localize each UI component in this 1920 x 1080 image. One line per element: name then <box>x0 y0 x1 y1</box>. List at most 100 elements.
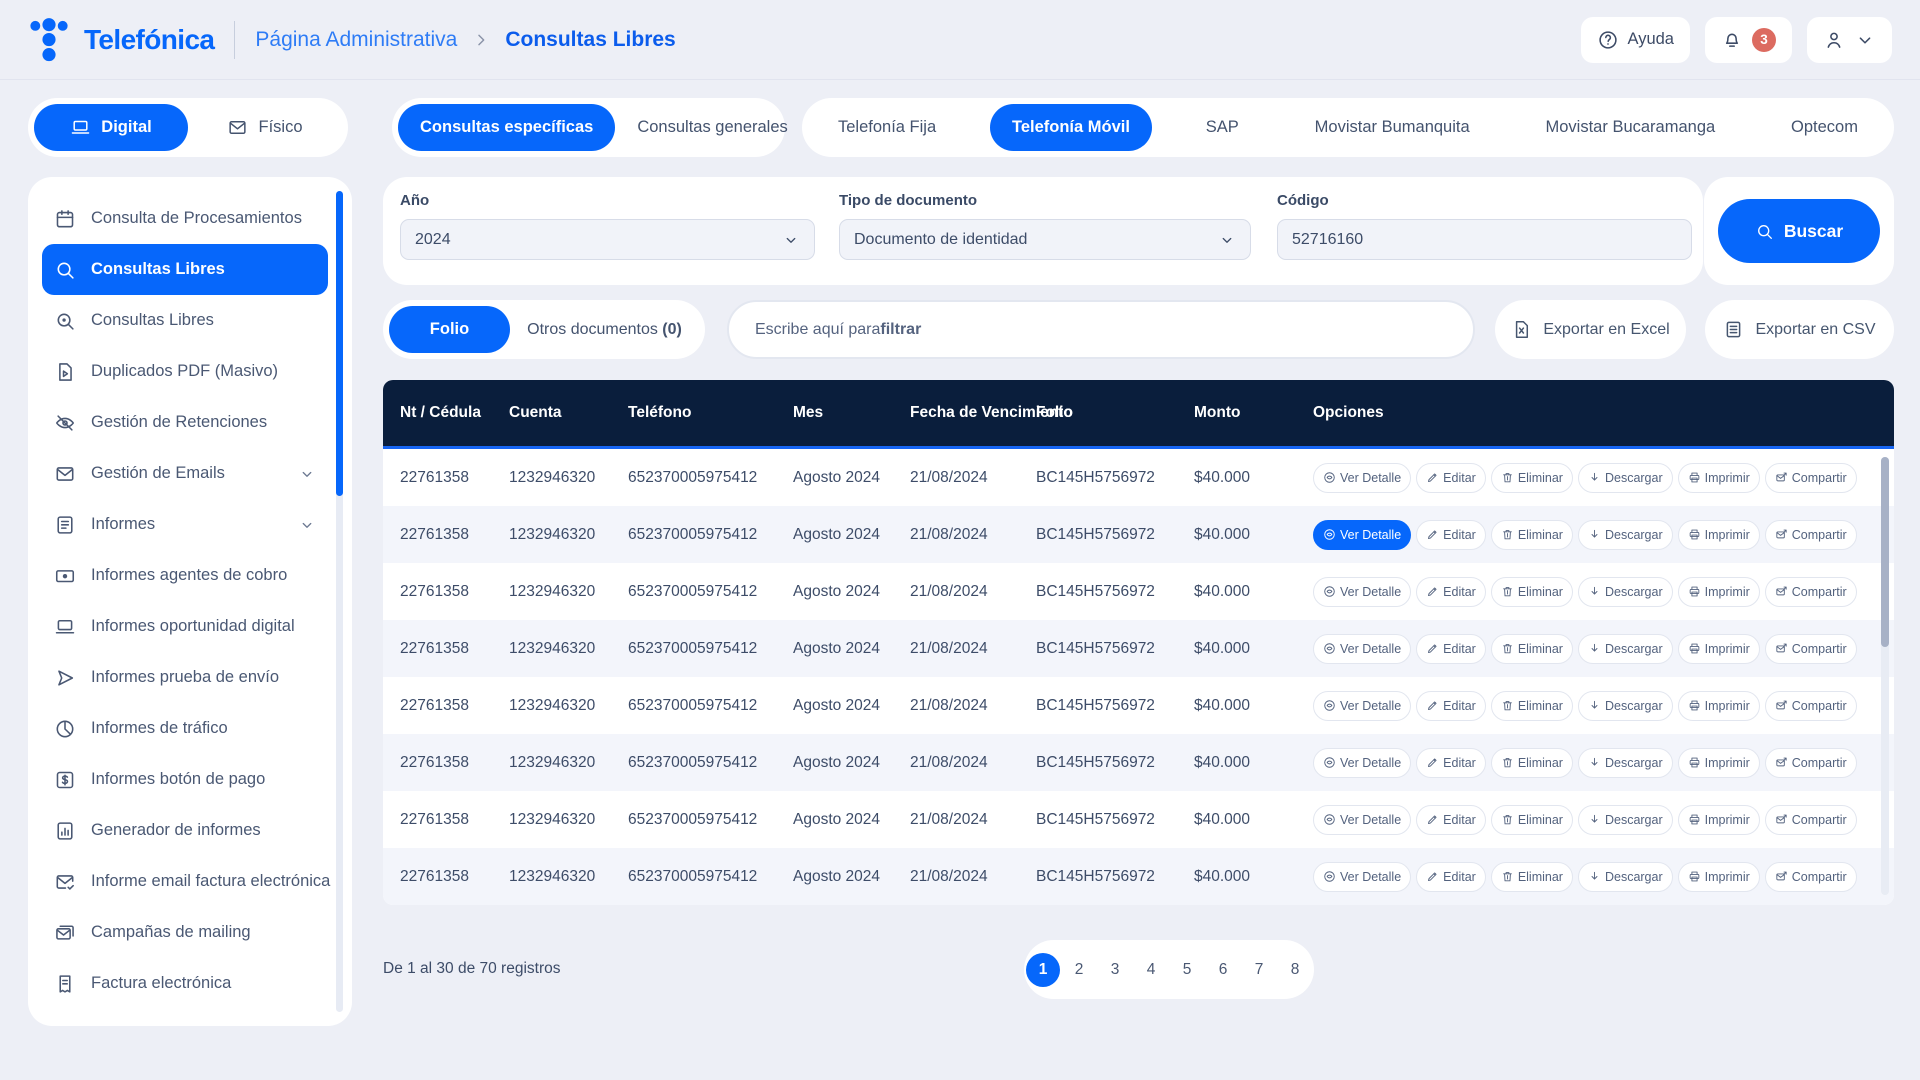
table-body: 22761358 1232946320 652370005975412 Agos… <box>383 449 1894 905</box>
ver-detalle-button[interactable]: Ver Detalle <box>1313 576 1412 607</box>
breadcrumb-section[interactable]: Página Administrativa <box>255 27 458 51</box>
imprimir-button[interactable]: Imprimir <box>1677 861 1760 892</box>
ver-detalle-button[interactable]: Ver Detalle <box>1313 633 1412 664</box>
sidebar-item[interactable]: Consultas Libres <box>42 244 328 295</box>
descargar-button[interactable]: Descargar <box>1577 462 1673 493</box>
buscar-button[interactable]: Buscar <box>1718 199 1880 263</box>
folio-tab[interactable]: Folio <box>389 306 510 353</box>
eliminar-button[interactable]: Eliminar <box>1490 747 1573 778</box>
compartir-button[interactable]: Compartir <box>1764 462 1857 493</box>
editar-button[interactable]: Editar <box>1416 519 1486 550</box>
imprimir-button[interactable]: Imprimir <box>1677 576 1760 607</box>
service-tab[interactable]: Telefonía Móvil <box>989 104 1152 151</box>
help-button[interactable]: Ayuda <box>1580 16 1690 63</box>
ver-detalle-button[interactable]: Ver Detalle <box>1313 747 1412 778</box>
compartir-button[interactable]: Compartir <box>1764 747 1857 778</box>
imprimir-button[interactable]: Imprimir <box>1677 804 1760 835</box>
compartir-button[interactable]: Compartir <box>1764 519 1857 550</box>
eliminar-button[interactable]: Eliminar <box>1490 633 1573 664</box>
export-excel-button[interactable]: Exportar en Excel <box>1495 300 1686 359</box>
compartir-button[interactable]: Compartir <box>1764 861 1857 892</box>
page-button[interactable]: 5 <box>1170 953 1204 987</box>
ver-detalle-button[interactable]: Ver Detalle <box>1313 690 1412 721</box>
sidebar-item[interactable]: Informes prueba de envío <box>42 652 328 703</box>
page-button[interactable]: 3 <box>1098 953 1132 987</box>
page-button[interactable]: 6 <box>1206 953 1240 987</box>
editar-button[interactable]: Editar <box>1416 633 1486 664</box>
imprimir-button[interactable]: Imprimir <box>1677 462 1760 493</box>
compartir-button[interactable]: Compartir <box>1764 576 1857 607</box>
receipt-icon <box>54 973 76 995</box>
mode-digital-button[interactable]: Digital <box>34 104 188 151</box>
sidebar-item[interactable]: Informes agentes de cobro <box>42 550 328 601</box>
page-button[interactable]: 7 <box>1242 953 1276 987</box>
descargar-button[interactable]: Descargar <box>1577 576 1673 607</box>
service-tab[interactable]: Telefonía Fija <box>816 104 958 151</box>
notifications-button[interactable]: 3 <box>1705 16 1792 63</box>
editar-button[interactable]: Editar <box>1416 462 1486 493</box>
user-menu-button[interactable] <box>1807 16 1892 63</box>
service-tab[interactable]: Movistar Bumanquita <box>1293 104 1492 151</box>
eliminar-button[interactable]: Eliminar <box>1490 462 1573 493</box>
otros-documentos-tab[interactable]: Otros documentos (0) <box>510 321 699 339</box>
sidebar-item[interactable]: Campañas de mailing <box>42 907 328 958</box>
compartir-button[interactable]: Compartir <box>1764 690 1857 721</box>
page-button[interactable]: 2 <box>1062 953 1096 987</box>
sidebar-item[interactable]: Informes oportunidad digital <box>42 601 328 652</box>
descargar-button[interactable]: Descargar <box>1577 804 1673 835</box>
sidebar-item[interactable]: Informes botón de pago <box>42 754 328 805</box>
editar-button[interactable]: Editar <box>1416 690 1486 721</box>
service-tab[interactable]: Optecom <box>1769 104 1880 151</box>
filter-search-input[interactable]: Escribe aquí para filtrar <box>727 300 1475 359</box>
imprimir-button[interactable]: Imprimir <box>1677 690 1760 721</box>
sidebar-item[interactable]: Consultas Libres <box>42 295 328 346</box>
sidebar-item[interactable]: Gestión de Emails <box>42 448 328 499</box>
service-tab[interactable]: Movistar Bucaramanga <box>1524 104 1738 151</box>
eliminar-button[interactable]: Eliminar <box>1490 690 1573 721</box>
export-csv-button[interactable]: Exportar en CSV <box>1705 300 1894 359</box>
eliminar-button[interactable]: Eliminar <box>1490 804 1573 835</box>
ver-detalle-button[interactable]: Ver Detalle <box>1313 804 1412 835</box>
sidebar-scrollbar-thumb[interactable] <box>336 191 343 496</box>
eliminar-button[interactable]: Eliminar <box>1490 576 1573 607</box>
eliminar-button[interactable]: Eliminar <box>1490 519 1573 550</box>
page-button[interactable]: 8 <box>1278 953 1312 987</box>
eliminar-button[interactable]: Eliminar <box>1490 861 1573 892</box>
editar-button[interactable]: Editar <box>1416 804 1486 835</box>
year-select[interactable]: 2024 <box>400 219 815 260</box>
page-button[interactable]: 1 <box>1026 952 1060 987</box>
descargar-button[interactable]: Descargar <box>1577 861 1673 892</box>
ver-detalle-button[interactable]: Ver Detalle <box>1313 519 1412 550</box>
ver-detalle-button[interactable]: Ver Detalle <box>1313 861 1412 892</box>
sidebar-item[interactable]: Informe email factura electrónica <box>42 856 330 907</box>
sidebar-item[interactable]: Factura electrónica <box>42 958 328 1009</box>
compartir-button[interactable]: Compartir <box>1764 804 1857 835</box>
sidebar-item[interactable]: Consulta de Procesamientos <box>42 193 328 244</box>
sidebar-item[interactable]: Generador de informes <box>42 805 328 856</box>
descargar-button[interactable]: Descargar <box>1577 690 1673 721</box>
service-tab[interactable]: SAP <box>1184 104 1261 151</box>
sidebar-item[interactable]: Gestión de Retenciones <box>42 397 328 448</box>
code-input[interactable]: 52716160 <box>1277 219 1692 260</box>
sidebar-item[interactable]: Informes <box>42 499 328 550</box>
doc-type-select[interactable]: Documento de identidad <box>839 219 1251 260</box>
table-scrollbar-thumb[interactable] <box>1881 457 1889 647</box>
tab-consultas-generales[interactable]: Consultas generales <box>615 104 809 151</box>
descargar-button[interactable]: Descargar <box>1577 519 1673 550</box>
mode-fisico-button[interactable]: Físico <box>188 104 342 151</box>
compartir-button[interactable]: Compartir <box>1764 633 1857 664</box>
imprimir-button[interactable]: Imprimir <box>1677 519 1760 550</box>
editar-button[interactable]: Editar <box>1416 747 1486 778</box>
descargar-button[interactable]: Descargar <box>1577 747 1673 778</box>
page-button[interactable]: 4 <box>1134 953 1168 987</box>
editar-button[interactable]: Editar <box>1416 576 1486 607</box>
editar-button[interactable]: Editar <box>1416 861 1486 892</box>
descargar-button[interactable]: Descargar <box>1577 633 1673 664</box>
column-header: Folio <box>1036 404 1074 421</box>
imprimir-button[interactable]: Imprimir <box>1677 633 1760 664</box>
sidebar-item[interactable]: Duplicados PDF (Masivo) <box>42 346 328 397</box>
sidebar-item[interactable]: Informes de tráfico <box>42 703 328 754</box>
ver-detalle-button[interactable]: Ver Detalle <box>1313 462 1412 493</box>
tab-consultas-especificas[interactable]: Consultas específicas <box>398 104 616 151</box>
imprimir-button[interactable]: Imprimir <box>1677 747 1760 778</box>
